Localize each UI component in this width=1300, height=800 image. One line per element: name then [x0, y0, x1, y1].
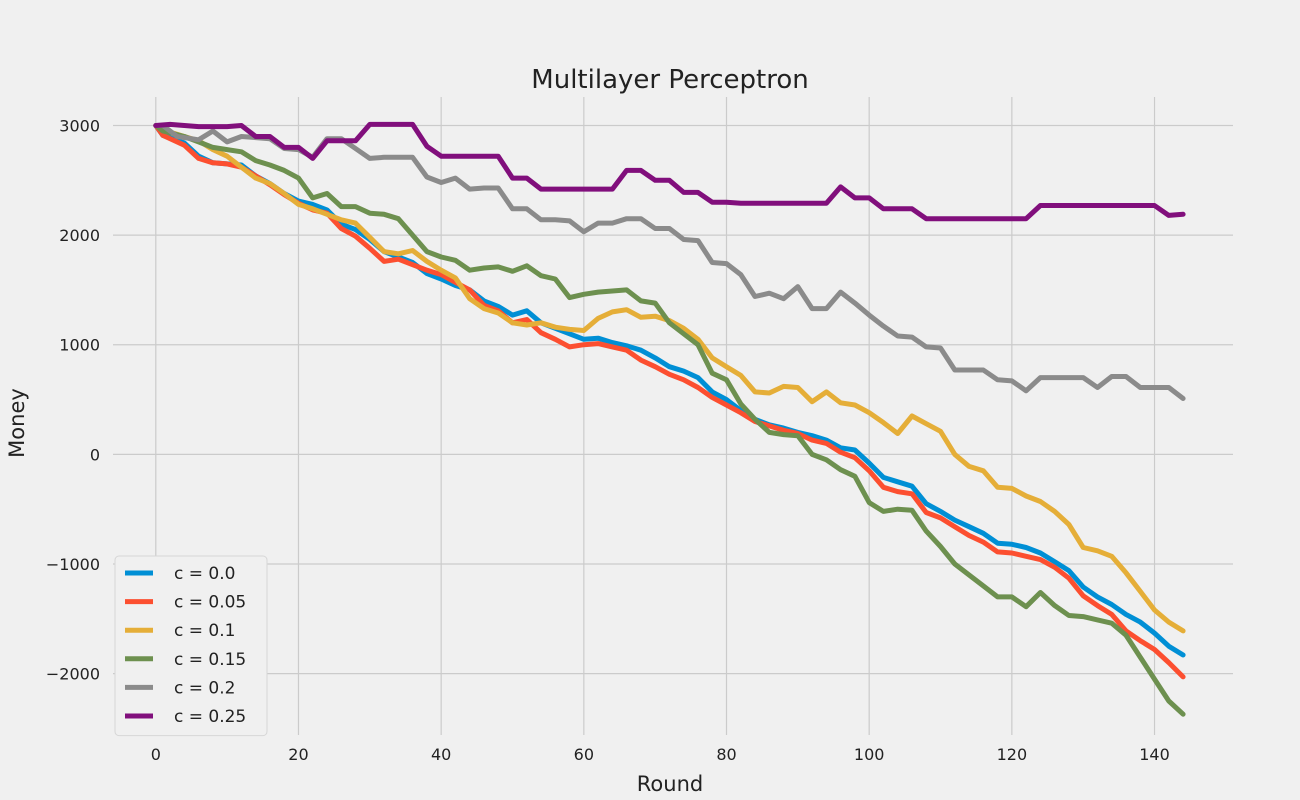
legend-label: c = 0.25 [174, 707, 246, 727]
legend-label: c = 0.15 [174, 650, 246, 670]
x-tick-label: 40 [431, 745, 451, 764]
x-tick-label: 60 [574, 745, 594, 764]
y-tick-labels: 3000 2000 1000 0 −1000 −2000 [46, 117, 100, 684]
x-tick-label: 0 [151, 745, 161, 764]
series-line-5 [153, 121, 1186, 222]
x-axis-label: Round [637, 772, 703, 796]
legend-label: c = 0.0 [174, 564, 235, 584]
y-axis-label: Money [5, 388, 29, 458]
y-tick-label: 0 [90, 445, 100, 464]
series-line-0 [153, 123, 1186, 658]
x-tick-label: 140 [1139, 745, 1170, 764]
y-tick-label: 1000 [59, 336, 100, 355]
x-tick-labels: 0 20 40 60 80 100 120 140 [151, 745, 1170, 764]
chart-title: Multilayer Perceptron [531, 65, 808, 95]
y-tick-label: −2000 [46, 665, 100, 684]
series-lines [153, 121, 1186, 717]
legend: c = 0.0 c = 0.05 c = 0.1 c = 0.15 c = 0.2 c =… [114, 555, 268, 737]
y-tick-label: 3000 [59, 117, 100, 136]
y-tick-label: 2000 [59, 226, 100, 245]
x-tick-label: 20 [288, 745, 308, 764]
x-tick-label: 120 [997, 745, 1028, 764]
legend-label: c = 0.05 [174, 593, 246, 613]
y-gridlines [113, 124, 1233, 675]
series-line-3 [153, 123, 1186, 717]
x-tick-label: 100 [854, 745, 885, 764]
legend-label: c = 0.2 [174, 678, 235, 698]
y-tick-label: −1000 [46, 555, 100, 574]
series-line-4 [153, 123, 1186, 401]
x-gridlines [155, 97, 1156, 735]
x-tick-label: 80 [716, 745, 736, 764]
legend-label: c = 0.1 [174, 621, 235, 641]
